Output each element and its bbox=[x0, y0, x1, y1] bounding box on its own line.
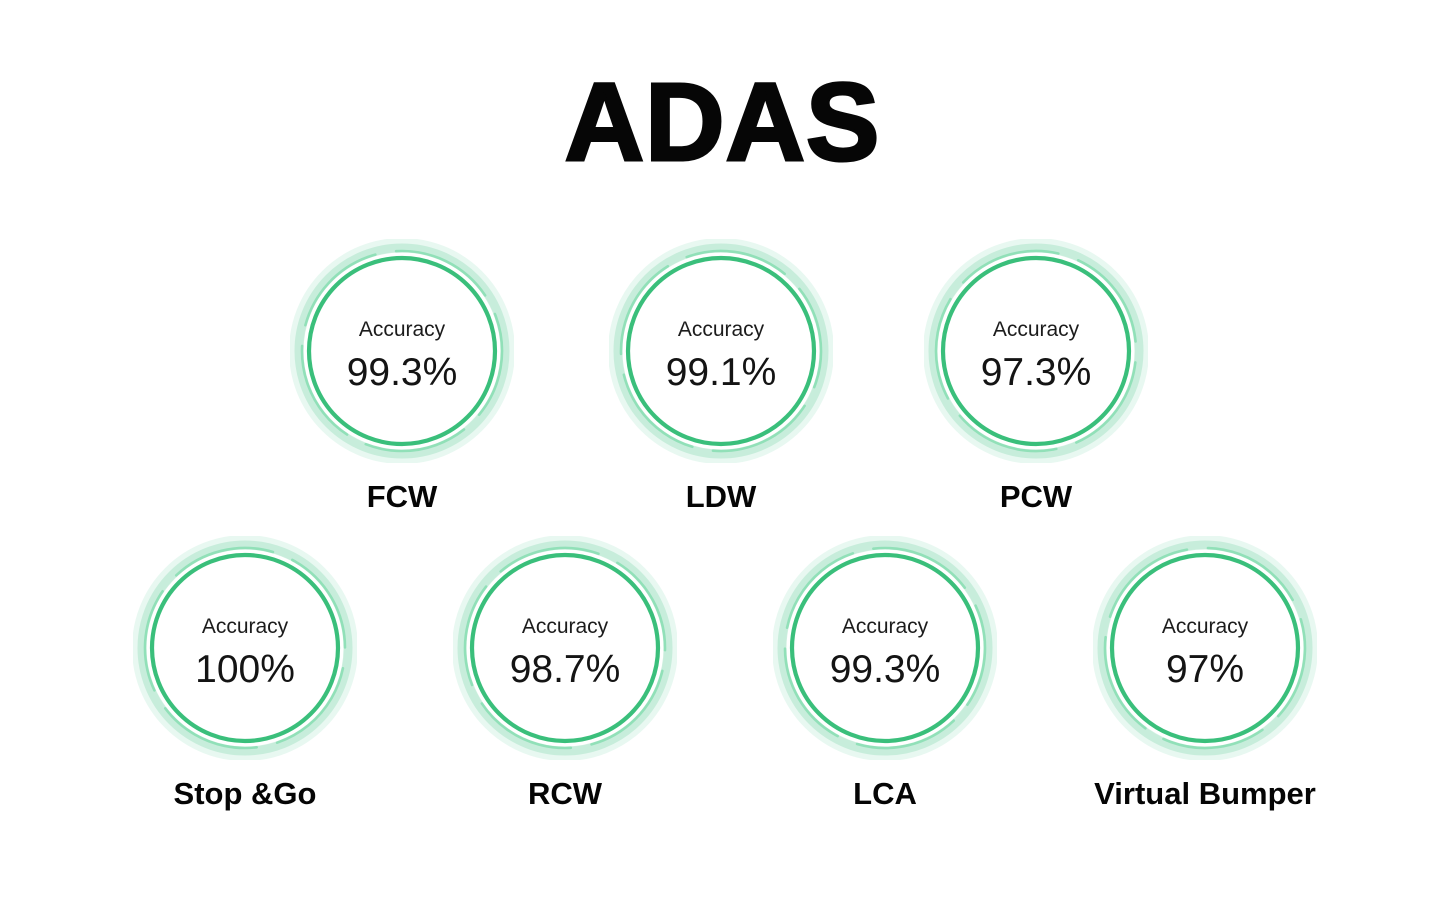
gauge-ring-fcw bbox=[290, 239, 514, 463]
gauge-ring-ldw bbox=[609, 239, 833, 463]
gauge-label: LCA bbox=[853, 776, 917, 811]
gauge-ring-stop-and-go bbox=[133, 536, 357, 760]
gauge-stop-and-go: Accuracy 100% Stop &Go bbox=[133, 536, 357, 836]
accuracy-label: Accuracy bbox=[358, 317, 446, 341]
gauge-virtual-bumper: Accuracy 97% Virtual Bumper bbox=[1093, 536, 1317, 836]
accuracy-value: 99.3% bbox=[346, 350, 458, 394]
gauge-ring-lca bbox=[773, 536, 997, 760]
accuracy-value: 99.1% bbox=[665, 350, 777, 394]
accuracy-value: 97.3% bbox=[980, 350, 1092, 394]
accuracy-label: Accuracy bbox=[201, 614, 289, 638]
accuracy-label: Accuracy bbox=[677, 317, 765, 341]
accuracy-label: Accuracy bbox=[521, 614, 609, 638]
gauge-lca: Accuracy 99.3% LCA bbox=[773, 536, 997, 836]
accuracy-value: 98.7% bbox=[509, 647, 621, 691]
accuracy-label: Accuracy bbox=[841, 614, 929, 638]
gauge-ring-virtual-bumper bbox=[1093, 536, 1317, 760]
gauge-label: RCW bbox=[527, 776, 603, 811]
accuracy-label: Accuracy bbox=[992, 317, 1080, 341]
gauge-label: Virtual Bumper bbox=[1094, 776, 1316, 811]
gauge-text: Accuracy 98.7% bbox=[453, 536, 677, 760]
gauge-text: Accuracy 97.3% bbox=[924, 239, 1148, 463]
accuracy-label: Accuracy bbox=[1161, 614, 1249, 638]
accuracy-value: 97% bbox=[1165, 647, 1245, 691]
gauge-label: LDW bbox=[685, 479, 757, 514]
gauge-ring-rcw bbox=[453, 536, 677, 760]
gauge-text: Accuracy 99.3% bbox=[290, 239, 514, 463]
page-title: ADAS bbox=[563, 61, 881, 184]
accuracy-value: 100% bbox=[195, 647, 295, 691]
gauge-ring-pcw bbox=[924, 239, 1148, 463]
gauge-pcw: Accuracy 97.3% PCW bbox=[924, 239, 1148, 539]
gauge-label: PCW bbox=[999, 479, 1073, 514]
gauge-rcw: Accuracy 98.7% RCW bbox=[453, 536, 677, 836]
gauge-label: FCW bbox=[366, 479, 438, 514]
gauge-text: Accuracy 99.1% bbox=[609, 239, 833, 463]
gauge-text: Accuracy 100% bbox=[133, 536, 357, 760]
gauge-ldw: Accuracy 99.1% LDW bbox=[609, 239, 833, 539]
gauge-label: Stop &Go bbox=[173, 776, 317, 811]
gauge-fcw: Accuracy 99.3% FCW bbox=[290, 239, 514, 539]
accuracy-value: 99.3% bbox=[829, 647, 941, 691]
gauge-text: Accuracy 97% bbox=[1093, 536, 1317, 760]
gauge-text: Accuracy 99.3% bbox=[773, 536, 997, 760]
